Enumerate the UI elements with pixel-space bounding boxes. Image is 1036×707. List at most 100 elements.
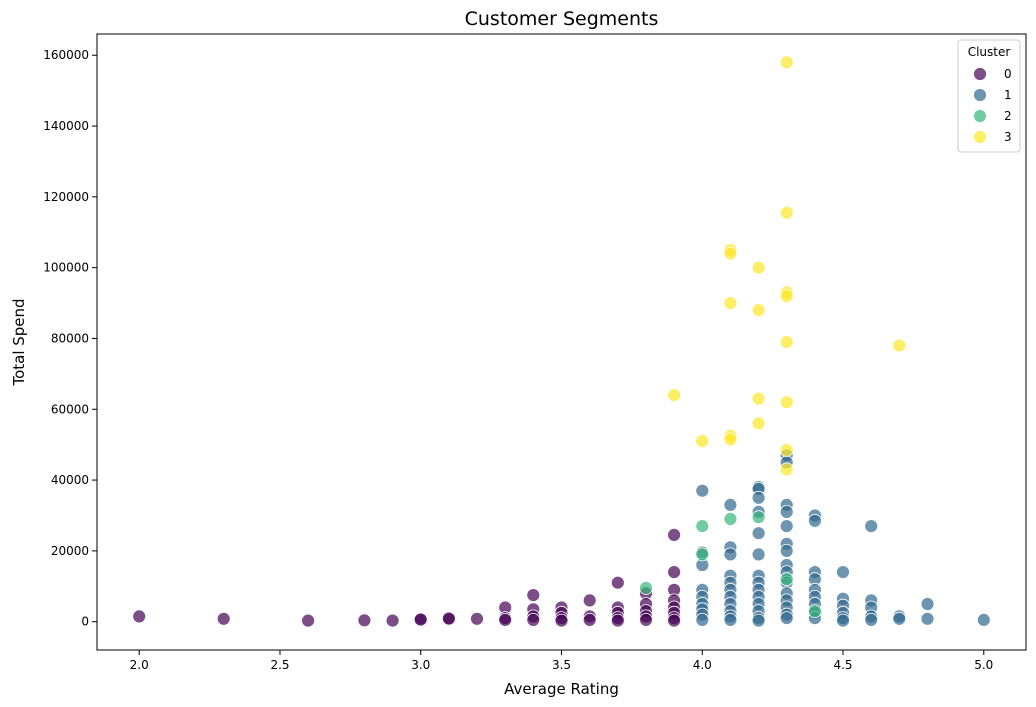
y-tick-label: 40000 (51, 473, 89, 487)
point-cluster-3 (892, 338, 907, 353)
y-tick-label: 20000 (51, 544, 89, 558)
point-cluster-1 (779, 544, 794, 558)
point-cluster-1 (723, 613, 738, 627)
point-cluster-3 (751, 416, 766, 431)
point-cluster-0 (216, 611, 231, 626)
point-cluster-1 (920, 597, 935, 611)
point-cluster-1 (751, 613, 766, 628)
point-cluster-3 (723, 432, 738, 447)
point-cluster-3 (779, 395, 794, 410)
y-axis-title: Total Spend (10, 298, 28, 386)
x-tick-label: 3.5 (552, 658, 571, 672)
y-tick-label: 140000 (43, 119, 89, 133)
point-cluster-0 (639, 613, 653, 627)
point-cluster-1 (779, 611, 794, 625)
legend: Cluster 0 1 2 3 (957, 39, 1021, 153)
legend-label-2: 2 (1004, 109, 1012, 123)
point-cluster-3 (695, 434, 710, 449)
legend-marker-2 (973, 109, 987, 123)
point-cluster-0 (385, 613, 400, 628)
legend-marker-3 (973, 130, 987, 144)
legend-label-3: 3 (1004, 130, 1012, 144)
point-cluster-0 (582, 613, 597, 627)
legend-box (957, 39, 1021, 153)
x-axis: 2.0 2.5 3.0 3.5 4.0 4.5 5.0 (130, 650, 993, 672)
point-cluster-1 (751, 490, 766, 505)
y-tick-label: 0 (81, 615, 89, 629)
y-tick-label: 60000 (51, 402, 89, 416)
chart-title: Customer Segments (465, 8, 659, 30)
y-tick-label: 160000 (43, 48, 89, 62)
x-tick-label: 4.0 (693, 658, 712, 672)
point-cluster-0 (441, 611, 456, 626)
data-points (132, 55, 991, 628)
point-cluster-3 (779, 335, 794, 349)
point-cluster-0 (132, 609, 147, 624)
point-cluster-1 (836, 613, 850, 628)
point-cluster-3 (779, 205, 794, 220)
point-cluster-2 (639, 581, 653, 595)
point-cluster-3 (779, 289, 794, 303)
point-cluster-1 (751, 526, 766, 541)
point-cluster-3 (779, 462, 794, 477)
y-tick-label: 80000 (51, 331, 89, 345)
point-cluster-1 (779, 504, 794, 519)
point-cluster-3 (779, 55, 794, 70)
point-cluster-1 (836, 565, 850, 579)
legend-title: Cluster (968, 45, 1011, 59)
point-cluster-2 (723, 512, 738, 526)
legend-label-1: 1 (1004, 88, 1012, 102)
y-axis: 0 20000 40000 60000 80000 100000 120000 140000 1… (43, 48, 97, 629)
point-cluster-0 (610, 575, 625, 590)
x-tick-label: 3.0 (411, 658, 430, 672)
point-cluster-1 (751, 547, 766, 562)
point-cluster-1 (864, 613, 879, 627)
point-cluster-1 (808, 513, 822, 528)
point-cluster-2 (695, 519, 710, 533)
point-cluster-0 (413, 612, 428, 627)
point-cluster-1 (695, 613, 710, 627)
x-tick-label: 4.5 (833, 658, 852, 672)
point-cluster-0 (498, 613, 513, 627)
plot-frame (96, 33, 1027, 651)
point-cluster-3 (723, 246, 738, 261)
point-cluster-0 (667, 528, 681, 542)
point-cluster-3 (751, 303, 766, 318)
point-cluster-0 (526, 588, 541, 602)
point-cluster-1 (723, 547, 738, 562)
point-cluster-0 (357, 613, 372, 628)
point-cluster-0 (667, 613, 681, 628)
point-cluster-2 (695, 547, 710, 562)
point-cluster-1 (892, 611, 907, 626)
point-cluster-3 (723, 296, 738, 311)
point-cluster-1 (864, 519, 879, 533)
x-tick-label: 5.0 (974, 658, 993, 672)
y-tick-label: 120000 (43, 190, 89, 204)
point-cluster-0 (610, 613, 625, 628)
legend-label-0: 0 (1004, 67, 1012, 81)
point-cluster-3 (751, 260, 766, 275)
point-cluster-2 (751, 510, 766, 525)
point-cluster-3 (751, 391, 766, 406)
point-cluster-1 (920, 611, 935, 626)
legend-marker-0 (973, 67, 987, 81)
legend-marker-1 (973, 88, 987, 102)
point-cluster-1 (695, 483, 710, 498)
point-cluster-1 (976, 613, 991, 627)
x-tick-label: 2.0 (130, 658, 149, 672)
point-cluster-1 (723, 497, 738, 512)
point-cluster-2 (808, 604, 822, 618)
point-cluster-0 (526, 613, 541, 627)
point-cluster-0 (470, 611, 484, 626)
point-cluster-2 (779, 572, 794, 587)
point-cluster-1 (779, 519, 794, 533)
point-cluster-0 (582, 593, 597, 608)
point-cluster-3 (667, 388, 681, 403)
point-cluster-3 (779, 443, 794, 457)
y-tick-label: 100000 (43, 261, 89, 275)
point-cluster-0 (554, 613, 569, 628)
point-cluster-0 (301, 613, 316, 628)
x-tick-label: 2.5 (270, 658, 289, 672)
point-cluster-0 (667, 565, 681, 579)
